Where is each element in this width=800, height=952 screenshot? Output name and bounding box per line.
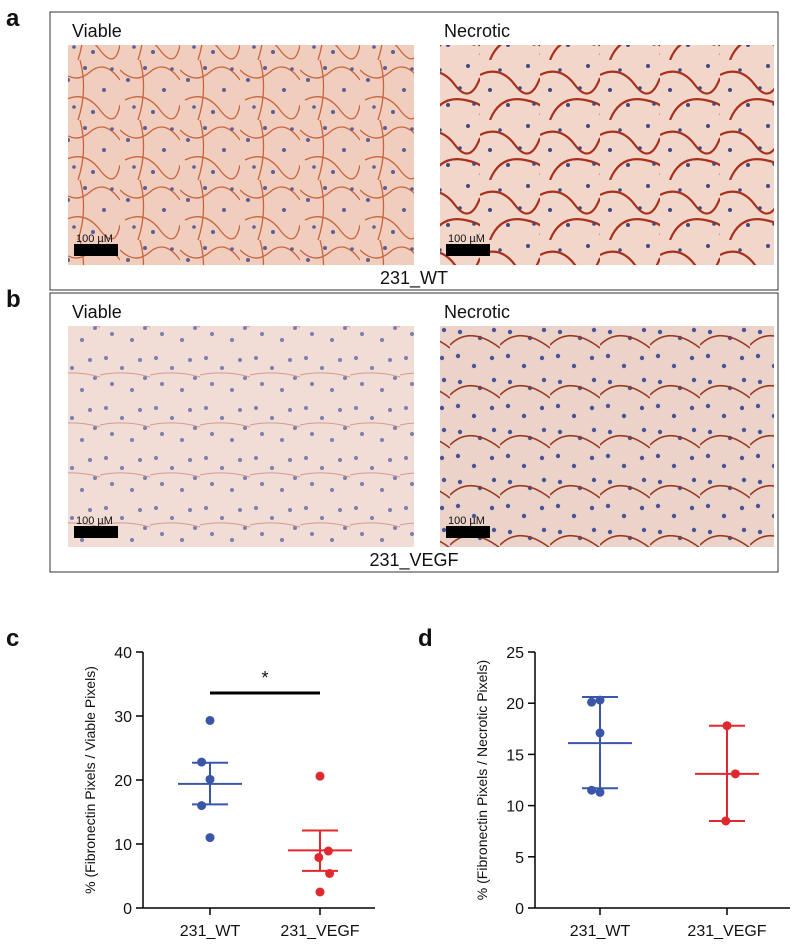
data-point	[587, 785, 597, 795]
data-point	[323, 846, 333, 856]
panel-frame	[49, 11, 779, 291]
data-point	[315, 771, 325, 781]
panel-letter: b	[6, 286, 21, 313]
micrograph	[68, 326, 414, 547]
micrograph	[440, 326, 774, 547]
scale-bar-label: 100 µM	[448, 233, 485, 245]
data-point	[197, 757, 207, 767]
y-tick-label: 0	[515, 901, 524, 918]
y-tick-label: 20	[506, 696, 524, 713]
panel-caption: 231_WT	[380, 268, 448, 289]
data-point	[314, 852, 324, 862]
data-point	[595, 787, 605, 797]
data-point	[722, 721, 732, 731]
y-axis-label: % (Fibronectin Pixels / Viable Pixels)	[82, 666, 98, 894]
x-tick-label: 231_VEGF	[687, 923, 766, 940]
y-tick-label: 10	[506, 799, 524, 816]
y-tick-label: 0	[123, 901, 132, 918]
micrograph	[68, 45, 414, 265]
micrograph	[440, 45, 774, 265]
x-tick-label: 231_WT	[570, 923, 631, 940]
scale-bar-label: 100 µM	[448, 515, 485, 527]
y-tick-label: 30	[114, 709, 132, 726]
y-tick-label: 10	[114, 837, 132, 854]
data-point	[595, 728, 605, 738]
image-label: Necrotic	[444, 302, 510, 322]
panel-letter: c	[6, 625, 19, 652]
data-point	[730, 769, 740, 779]
significance-label: *	[261, 668, 268, 688]
panel-letter: d	[418, 625, 433, 652]
y-tick-label: 20	[114, 773, 132, 790]
y-tick-label: 15	[506, 747, 524, 764]
x-tick-label: 231_VEGF	[280, 923, 359, 940]
data-point	[595, 695, 605, 705]
data-point	[197, 801, 207, 811]
data-point	[205, 833, 215, 843]
scale-bar	[446, 526, 490, 538]
y-axis-label: % (Fibronectin Pixels / Necrotic Pixels)	[474, 660, 490, 900]
y-tick-label: 25	[506, 645, 524, 662]
panel-caption: 231_VEGF	[369, 550, 458, 571]
data-point	[205, 715, 215, 725]
y-tick-label: 5	[515, 850, 524, 867]
image-label: Viable	[72, 21, 122, 41]
image-label: Viable	[72, 302, 122, 322]
data-point	[205, 774, 215, 784]
scale-bar	[74, 526, 118, 538]
x-tick-label: 231_WT	[180, 923, 241, 940]
image-label: Necrotic	[444, 21, 510, 41]
data-point	[721, 816, 731, 826]
panel-letter: a	[6, 5, 20, 32]
data-point	[325, 868, 335, 878]
scale-bar	[446, 244, 490, 256]
data-point	[587, 697, 597, 707]
scale-bar	[74, 244, 118, 256]
scale-bar-label: 100 µM	[76, 233, 113, 245]
y-tick-label: 40	[114, 645, 132, 662]
scale-bar-label: 100 µM	[76, 515, 113, 527]
panel-frame	[49, 292, 779, 573]
data-point	[315, 887, 325, 897]
